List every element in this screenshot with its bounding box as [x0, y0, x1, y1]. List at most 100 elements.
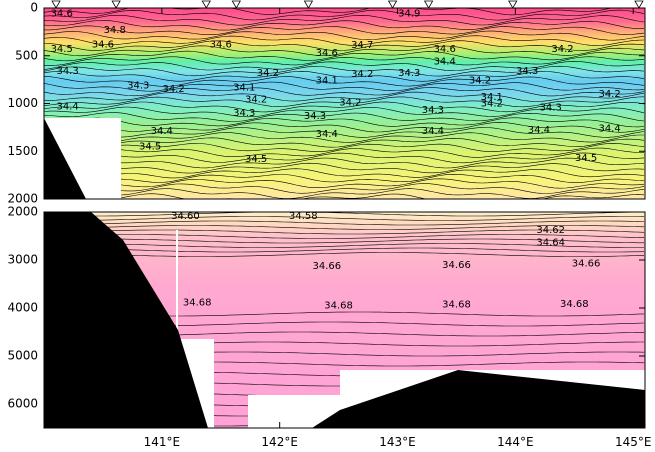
contour-label: 34.6 — [210, 39, 232, 50]
contour-label: 34.3 — [127, 80, 149, 91]
x-tick-label: 144°E — [497, 435, 534, 449]
station-marker — [51, 0, 61, 9]
lower-y-axis: 2000 3000 4000 5000 6000 — [7, 205, 645, 411]
contour-label: 34.4 — [151, 126, 173, 137]
contour-line — [44, 40, 645, 52]
lower-frame — [43, 211, 646, 429]
y-tick-label: 4000 — [7, 301, 38, 315]
y-tick-label: 0 — [30, 1, 38, 15]
contour-line — [44, 132, 644, 143]
contour-line — [44, 30, 645, 41]
contour-label: 34.60 — [171, 211, 200, 222]
contour-line — [44, 188, 645, 199]
contour-label: 34.64 — [536, 238, 565, 249]
contour-line — [44, 173, 645, 183]
station-marker — [634, 0, 644, 9]
contour-label: 34.9 — [398, 9, 420, 20]
contour-line — [44, 216, 645, 221]
y-tick-label: 1500 — [7, 144, 38, 158]
contour-line — [44, 127, 645, 138]
contour-line — [44, 81, 645, 92]
contour-label: 34.4 — [528, 125, 550, 136]
station-marker — [201, 0, 211, 9]
station-markers — [51, 0, 644, 9]
contour-line — [44, 143, 645, 153]
contour-label: 34.3 — [56, 66, 78, 77]
contour-label: 34.2 — [245, 95, 267, 106]
station-marker — [231, 0, 242, 9]
contour-label: 34.2 — [551, 44, 573, 55]
contour-label: 34.4 — [598, 123, 620, 134]
contour-label: 34.4 — [422, 126, 444, 137]
contour-label: 34.3 — [398, 68, 420, 79]
contour-label: 34.3 — [516, 66, 538, 77]
contour-label: 34.2 — [351, 69, 373, 80]
contour-label: 34.58 — [289, 211, 318, 222]
contour-line — [44, 70, 645, 82]
station-marker — [508, 0, 518, 9]
contour-label: 34.62 — [536, 225, 565, 236]
contour-line — [44, 50, 645, 62]
contour-line — [44, 247, 645, 253]
y-tick-label: 2000 — [7, 205, 38, 219]
contour-label: 34.6 — [92, 39, 114, 50]
contour-label: 34.68 — [324, 301, 353, 312]
lower-panel: 34.60 34.58 34.62 34.64 34.66 34.66 34.66 34.68… — [7, 8, 651, 449]
x-tick-label: 143°E — [379, 435, 416, 449]
contour-label: 34.4 — [316, 129, 338, 140]
station-marker — [387, 0, 398, 9]
contour-label: 34.68 — [183, 298, 212, 309]
contour-line — [44, 122, 645, 133]
contour-label: 34.2 — [598, 89, 620, 100]
contour-label: 34.2 — [469, 76, 491, 87]
contour-line — [44, 167, 645, 179]
contour-label: 34.4 — [434, 57, 456, 68]
y-tick-label: 2000 — [7, 192, 38, 206]
y-tick-label: 1000 — [7, 96, 38, 110]
contour-line — [44, 147, 645, 158]
contour-line — [44, 225, 645, 230]
contour-label: 34.3 — [233, 108, 255, 119]
upper-panel: 34.6 34.9 34.8 34.6 34.5 34.6 34.7 34.6 34.6 34.4… — [7, 0, 646, 206]
contour-line — [44, 25, 645, 35]
contour-line — [44, 76, 645, 87]
contour-line — [44, 238, 644, 244]
contour-line — [44, 117, 645, 128]
seafloor-lower-right — [312, 370, 645, 428]
contour-label: 34.2 — [257, 68, 279, 79]
contour-line — [44, 162, 645, 174]
contour-label: 34.3 — [540, 102, 562, 113]
contour-line — [44, 56, 645, 66]
upper-contours — [44, 8, 645, 199]
upper-y-axis: 0 500 1000 1500 2000 — [7, 1, 645, 206]
contour-label: 34.1 — [316, 76, 338, 87]
y-tick-label: 500 — [15, 48, 38, 62]
contour-label: 34.5 — [139, 142, 161, 153]
contour-label: 34.5 — [245, 154, 267, 165]
upper-salinity-field — [44, 8, 645, 199]
contour-label: 34.66 — [442, 260, 471, 271]
contour-label: 34.68 — [560, 299, 589, 310]
contour-label: 34.3 — [304, 111, 326, 122]
contour-line — [44, 101, 645, 113]
contour-line — [44, 112, 645, 122]
contour-label: 34.68 — [442, 300, 471, 311]
contour-label: 34.3 — [422, 105, 444, 116]
contour-line — [44, 8, 614, 16]
contour-label: 34.6 — [51, 9, 73, 20]
contour-line — [44, 87, 645, 97]
contour-line — [44, 9, 645, 21]
seafloor-lower — [44, 212, 208, 428]
lower-contour-labels: 34.60 34.58 34.62 34.64 34.66 34.66 34.66 34.68… — [171, 211, 600, 312]
contour-label: 34.5 — [575, 153, 597, 164]
y-tick-label: 5000 — [7, 349, 38, 363]
contour-label: 34.6 — [316, 48, 338, 59]
station-marker — [111, 0, 121, 9]
y-tick-label: 3000 — [7, 253, 38, 267]
x-tick-label: 145°E — [615, 435, 652, 449]
contour-label: 34.2 — [481, 99, 503, 110]
station-marker — [423, 0, 434, 9]
contour-line — [44, 96, 645, 108]
x-axis: 141°E 142°E 143°E 144°E 145°E — [144, 8, 652, 449]
